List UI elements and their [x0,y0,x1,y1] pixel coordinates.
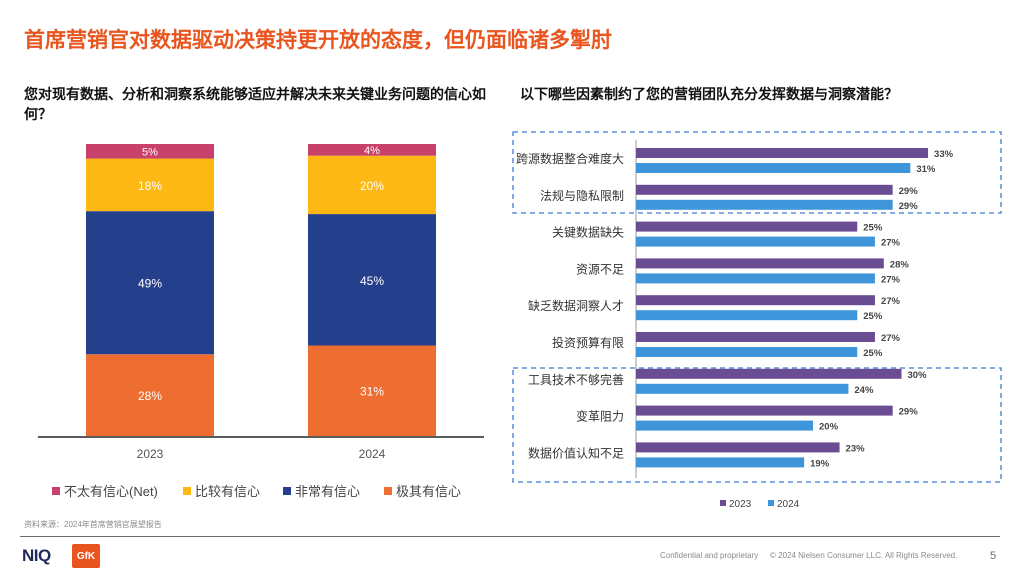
bar-very-2023 [86,211,214,355]
bar-2024-5 [636,310,858,321]
value-label-2024-2: 29% [899,201,919,212]
value-label-2024-3: 27% [881,238,901,249]
category-label-9: 数据价值认知不足 [528,445,624,460]
highlight-box-2 [512,367,1002,483]
legend-label-very: 非常有信心 [295,484,360,499]
value-label-2024-8: 20% [819,422,839,433]
value-label-2023-8: 29% [899,407,919,418]
legend-swatch-2024 [768,500,774,506]
value-label-2023-1: 33% [934,149,954,160]
left-question: 您对现有数据、分析和洞察系统能够适应并解决未来关键业务问题的信心如何？ [24,86,486,122]
data-label-extremely-2023: 28% [138,389,162,403]
bar-2023-2 [636,184,893,195]
value-label-2023-9: 23% [846,443,866,454]
bar-somewhat-2024 [308,155,436,215]
category-label-1: 跨源数据整合难度大 [516,151,624,166]
legend-swatch-extremely [384,487,392,495]
legend-swatch-not-confident [52,487,60,495]
bar-2024-9 [636,457,805,468]
gfk-logo: GfK [72,544,100,568]
x-tick-label-2023: 2023 [137,447,164,461]
bar-2023-7 [636,368,902,379]
legend-swatch-very [283,487,291,495]
highlight-box-1 [512,131,1002,214]
bar-2024-8 [636,420,813,431]
category-label-7: 工具技术不够完善 [528,372,624,387]
value-label-2024-1: 31% [916,164,936,175]
bar-2023-4 [636,258,884,269]
data-label-somewhat-2023: 18% [138,179,162,193]
legend-swatch-somewhat [183,487,191,495]
value-label-2023-4: 28% [890,259,910,270]
x-tick-label-2024: 2024 [359,447,386,461]
bar-2024-2 [636,199,893,210]
value-label-2024-9: 19% [810,458,830,469]
data-label-very-2024: 45% [360,274,384,288]
category-label-5: 缺乏数据洞察人才 [528,298,624,313]
bar-not-confident-2023 [86,144,214,159]
source-note: 资料来源：2024年首席营销官展望报告 [24,520,162,529]
category-label-4: 资源不足 [576,262,624,276]
data-label-not-confident-2024: 4% [364,145,380,157]
page-number: 5 [990,550,997,562]
bar-2023-9 [636,442,840,453]
bar-2024-3 [636,236,875,247]
bar-extremely-2024 [308,345,436,436]
category-label-2: 法规与隐私限制 [540,188,624,203]
value-label-2023-6: 27% [881,333,901,344]
bar-2023-3 [636,221,858,232]
value-label-2024-6: 25% [863,348,883,359]
data-label-extremely-2024: 31% [360,385,384,399]
bar-2023-8 [636,405,893,416]
value-label-2024-4: 27% [881,274,901,285]
bar-2024-1 [636,163,911,173]
bar-extremely-2023 [86,354,214,436]
value-label-2024-5: 25% [863,311,883,322]
page-title: 首席营销官对数据驱动决策持更开放的态度，但仍面临诸多掣肘 [24,29,612,52]
bar-2023-6 [636,332,875,342]
category-label-3: 关键数据缺失 [552,225,624,240]
value-label-2024-7: 24% [854,385,874,396]
legend-label-extremely: 极其有信心 [396,484,461,499]
category-label-8: 变革阻力 [576,409,624,424]
legend-label-2023: 2023 [729,499,752,510]
value-label-2023-5: 27% [881,296,901,307]
bar-2024-7 [636,383,849,394]
bar-somewhat-2023 [86,158,214,212]
right-question: 以下哪些因素制约了您的营销团队充分发挥数据与洞察潜能？ [520,86,898,102]
bar-not-confident-2024 [308,144,436,156]
copyright-note: © 2024 Nielsen Consumer LLC. All Rights … [770,551,958,560]
niq-logo: NIQ [22,546,51,565]
footer-divider [20,536,1000,537]
legend-label-not-confident: 不太有信心(Net) [64,484,158,499]
bar-2023-1 [636,148,929,158]
data-label-not-confident-2023: 5% [142,146,158,158]
value-label-2023-7: 30% [908,370,928,381]
legend-swatch-2023 [720,500,726,506]
confidential-note: Confidential and proprietary [660,551,759,560]
category-label-6: 投资预算有限 [552,335,624,350]
bar-2024-4 [636,273,875,284]
data-label-very-2023: 49% [138,277,162,291]
value-label-2023-3: 25% [863,223,883,234]
legend-label-2024: 2024 [777,499,800,510]
bar-2024-6 [636,347,858,357]
value-label-2023-2: 29% [899,186,919,197]
data-label-somewhat-2024: 20% [360,179,384,193]
bar-very-2024 [308,214,436,346]
bar-2023-5 [636,295,875,306]
legend-label-somewhat: 比较有信心 [195,484,260,499]
